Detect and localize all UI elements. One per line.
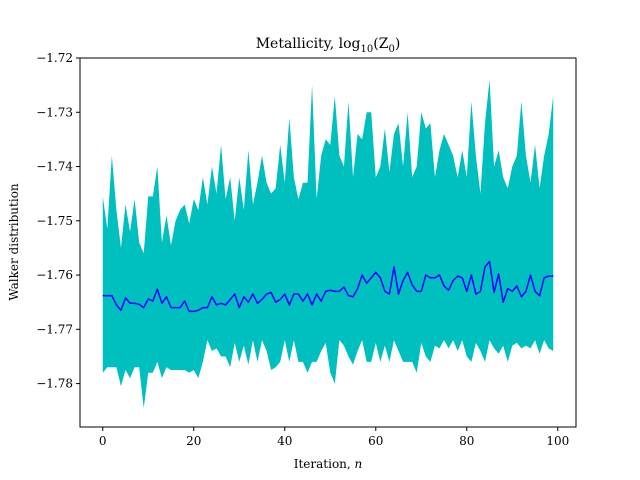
y-tick-label: −1.76 <box>36 268 73 282</box>
y-tick-label: −1.75 <box>36 214 73 228</box>
y-tick-label: −1.73 <box>36 105 73 119</box>
x-axis: 0 20 40 60 80 100 <box>99 427 569 448</box>
x-tick-label: 60 <box>368 434 383 448</box>
median-line <box>102 260 554 313</box>
axes-frame <box>79 57 577 428</box>
y-axis: −1.78 −1.77 −1.76 −1.75 −1.74 −1.73 −1.72 <box>36 51 80 391</box>
x-axis-label: Iteration, n <box>294 457 363 471</box>
chart-title: Metallicity, log10(Z0) <box>256 36 401 55</box>
walker-range-band <box>102 79 554 409</box>
y-axis-label: Walker distribution <box>7 183 21 301</box>
x-tick-label: 80 <box>459 434 474 448</box>
plot-area <box>102 79 554 409</box>
x-tick-label: 100 <box>546 434 569 448</box>
y-tick-label: −1.78 <box>36 377 73 391</box>
x-tick-label: 0 <box>99 434 107 448</box>
y-tick-label: −1.77 <box>36 322 73 336</box>
x-tick-label: 40 <box>277 434 292 448</box>
y-tick-label: −1.74 <box>36 160 73 174</box>
x-tick-label: 20 <box>186 434 201 448</box>
y-tick-label: −1.72 <box>36 51 73 65</box>
